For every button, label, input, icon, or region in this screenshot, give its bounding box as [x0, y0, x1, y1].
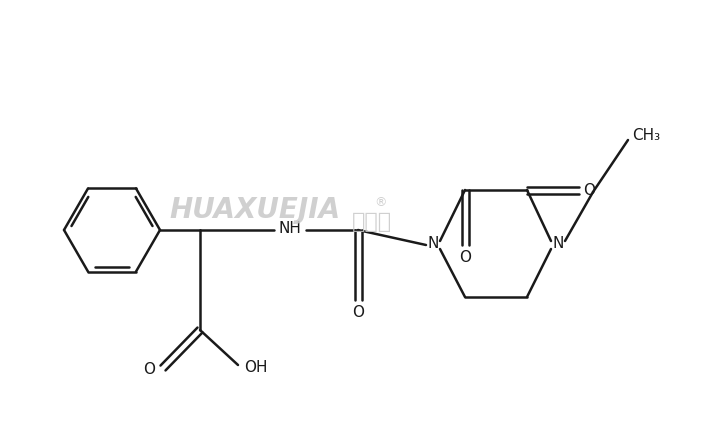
Text: N: N — [553, 235, 564, 250]
Text: ®: ® — [374, 197, 386, 209]
Text: O: O — [459, 249, 471, 264]
Text: O: O — [583, 183, 595, 198]
Text: HUAXUEJIA: HUAXUEJIA — [169, 196, 340, 224]
Text: CH₃: CH₃ — [632, 128, 660, 143]
Text: O: O — [352, 304, 364, 319]
Text: N: N — [427, 235, 439, 250]
Text: OH: OH — [244, 359, 268, 374]
Text: O: O — [143, 362, 155, 377]
Text: 化学加: 化学加 — [352, 212, 392, 232]
Text: NH: NH — [278, 220, 302, 235]
